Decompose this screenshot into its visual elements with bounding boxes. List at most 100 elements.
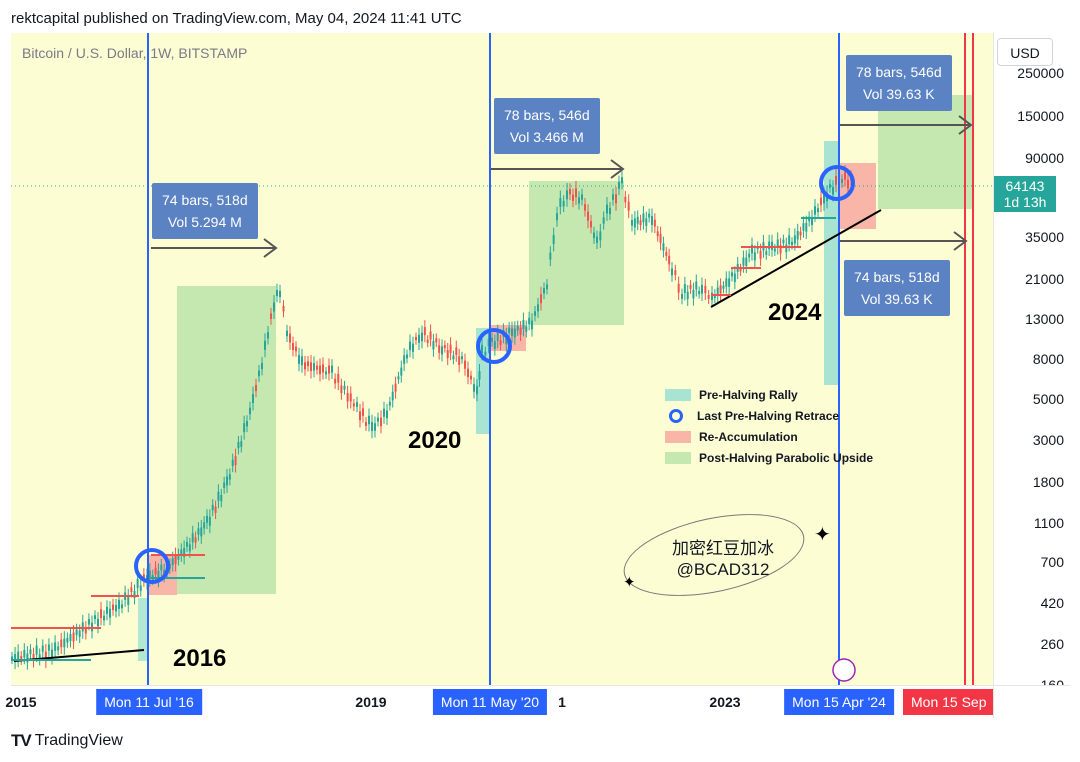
candle-body (319, 365, 321, 375)
legend-swatch (665, 388, 691, 401)
candle-body (397, 376, 400, 380)
candle-body (711, 292, 713, 301)
candle-body (112, 604, 114, 611)
current-price-value: 64143 (1005, 178, 1045, 194)
candle-body (435, 338, 438, 343)
price-tick: 8000 (1032, 351, 1064, 367)
candle-body (406, 354, 408, 359)
sparkle-icon: ✦ (623, 574, 636, 591)
candle-body (226, 476, 228, 486)
candle-body (57, 646, 60, 651)
candle-body (310, 362, 312, 372)
candle-body (54, 642, 57, 651)
candle-body (249, 407, 251, 415)
candle-body (362, 408, 364, 416)
candle-body (94, 615, 96, 620)
candle-body (273, 302, 275, 312)
candle-body (609, 207, 611, 215)
candle-body (562, 200, 565, 207)
candle-body (481, 344, 483, 354)
candle-body (87, 619, 90, 625)
time-marker-2024[interactable]: Mon 15 Apr '24 (784, 689, 894, 715)
legend-label: Post-Halving Parabolic Upside (699, 450, 874, 465)
candle-body (313, 363, 315, 371)
legend-swatch (665, 451, 691, 464)
candle-body (590, 221, 592, 228)
time-marker-2016[interactable]: Mon 11 Jul '16 (96, 689, 202, 715)
candle-body (484, 351, 487, 356)
price-chart[interactable] (11, 33, 993, 685)
candle-body (513, 328, 516, 338)
candle-body (713, 294, 716, 299)
watermark-line2: @BCAD312 (676, 560, 770, 579)
candle-body (461, 356, 463, 360)
candle-body (432, 341, 435, 350)
retrace-circle (819, 165, 855, 201)
currency-button[interactable]: USD (997, 38, 1053, 66)
candle-body (47, 644, 50, 651)
time-marker-sep[interactable]: Mon 15 Sep (903, 689, 995, 715)
measure-box-2020[interactable]: 78 bars, 546d Vol 3.466 M (494, 98, 600, 154)
candle-body (157, 570, 160, 580)
candle-body (695, 281, 698, 290)
year-label-2020: 2020 (408, 427, 462, 454)
measure-box-2024-lower[interactable]: 74 bars, 518d Vol 39.63 K (844, 260, 950, 316)
candle-body (773, 248, 776, 252)
candle-body (575, 188, 577, 198)
candle-body (739, 268, 742, 272)
candle-body (183, 547, 186, 557)
candle-body (394, 383, 397, 392)
candle-body (725, 278, 728, 287)
candle-body (29, 649, 32, 655)
candle-body (835, 176, 837, 185)
candle-body (154, 567, 157, 575)
price-tick: 1100 (1033, 515, 1064, 531)
candle-body (267, 332, 269, 339)
candle-body (832, 187, 834, 195)
candle-body (97, 618, 99, 627)
candle-body (811, 216, 813, 226)
candle-body (779, 245, 782, 254)
candle-body (487, 338, 490, 347)
watermark-text: 加密红豆加冰 @BCAD312 (672, 538, 774, 580)
candle-body (380, 417, 382, 427)
measure-box-2024-upper[interactable]: 78 bars, 546d Vol 39.63 K (846, 55, 952, 111)
candle-body (596, 236, 598, 243)
candle-body (701, 284, 703, 294)
candle-body (295, 346, 297, 352)
candle-body (38, 654, 41, 660)
price-axis[interactable]: 250000 150000 90000 35000 21000 13000 8000 5000… (993, 33, 1070, 693)
candle-body (508, 327, 511, 334)
candle-body (793, 235, 796, 244)
candle-body (578, 197, 580, 204)
candle-body (421, 332, 423, 342)
candle-body (791, 241, 793, 246)
candle-body (214, 506, 217, 513)
retrace-circle (134, 548, 170, 584)
measure-box-2016[interactable]: 74 bars, 518d Vol 5.294 M (152, 183, 258, 239)
time-marker-2020[interactable]: Mon 11 May '20 (432, 689, 548, 715)
measure-bars: 78 bars, 546d (504, 107, 590, 123)
candle-body (177, 554, 180, 560)
candle-body (133, 591, 136, 598)
candle-body (109, 608, 111, 618)
time-label: 2019 (355, 694, 387, 710)
candle-body (473, 384, 475, 392)
candle-body (593, 232, 595, 239)
candle-body (785, 244, 788, 253)
candle-body (491, 337, 493, 342)
candle-body (531, 320, 533, 330)
candle-body (429, 331, 432, 340)
legend-label: Re-Accumulation (699, 429, 798, 444)
candle-body (581, 194, 583, 200)
candle-body (400, 367, 403, 376)
legend-item: Re-Accumulation (665, 426, 873, 447)
candle-body (44, 651, 47, 661)
candle-body (423, 327, 426, 336)
candle-body (258, 370, 260, 377)
footer: TV TradingView (11, 731, 123, 751)
candle-body (325, 371, 327, 375)
time-axis[interactable]: 2015 2019 1 2023 Mon 11 Jul '16 Mon 11 M… (5, 685, 995, 718)
candle-body (26, 653, 29, 663)
candle-body (418, 334, 420, 343)
